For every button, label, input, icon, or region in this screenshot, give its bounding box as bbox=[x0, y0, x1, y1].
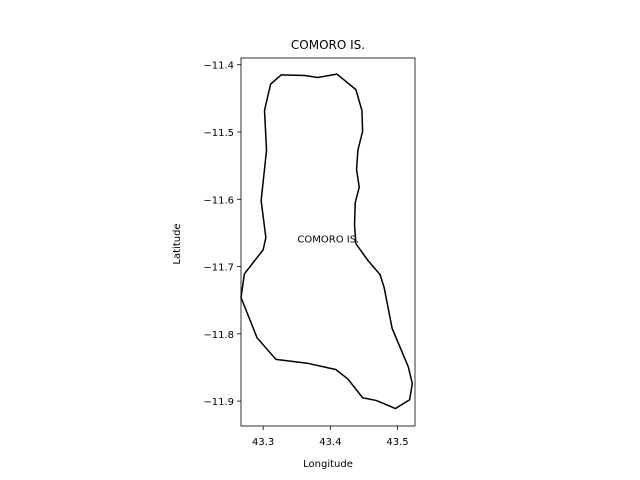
plot-area bbox=[240, 57, 416, 427]
x-tick-label: 43.5 bbox=[386, 437, 408, 448]
y-tick-label: −11.7 bbox=[203, 263, 234, 274]
x-axis-ticks: 43.3 43.4 43.5 bbox=[252, 426, 409, 448]
y-axis-label: Latitude bbox=[172, 223, 183, 264]
x-tick-label: 43.3 bbox=[252, 437, 274, 448]
y-tick-label: −11.9 bbox=[203, 397, 234, 408]
y-tick-label: −11.6 bbox=[203, 195, 234, 206]
y-tick-label: −11.5 bbox=[203, 128, 234, 139]
y-tick-label: −11.4 bbox=[203, 61, 234, 72]
map-annotations: COMORO IS. bbox=[297, 235, 359, 246]
x-tick-label: 43.4 bbox=[319, 437, 341, 448]
chart-title: COMORO IS. bbox=[291, 38, 365, 52]
x-axis-label: Longitude bbox=[303, 459, 353, 470]
y-tick-label: −11.8 bbox=[203, 330, 234, 341]
axes-frame bbox=[240, 57, 416, 427]
region-label: COMORO IS. bbox=[297, 235, 359, 246]
y-axis-ticks: −11.4 −11.5 −11.6 −11.7 −11.8 −11.9 bbox=[203, 61, 241, 408]
